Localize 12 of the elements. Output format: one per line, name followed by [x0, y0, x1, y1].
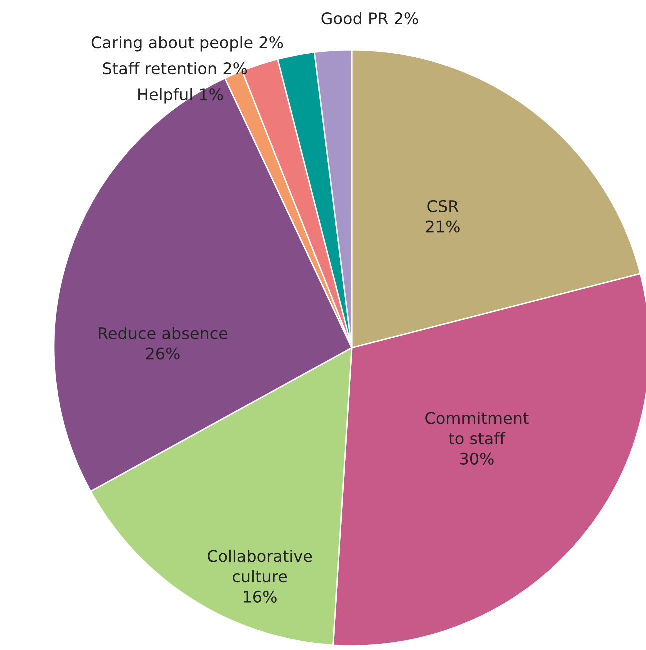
- slice-label: Collaborative culture: [208, 550, 312, 583]
- slice-label: Commitment to staff: [426, 412, 529, 445]
- slice-label: Good PR 2%: [322, 12, 418, 25]
- slice-label: Caring about people 2%: [92, 36, 284, 52]
- data-label: 26%: [146, 348, 180, 360]
- slice-label: Reduce absence: [99, 327, 228, 340]
- data-label: 30%: [460, 452, 494, 465]
- data-label: 16%: [244, 590, 277, 603]
- slice-label: Helpful 1%: [138, 88, 224, 104]
- data-label: 21%: [426, 220, 460, 233]
- slice-label: CSR: [428, 200, 459, 212]
- slice-label: Staff retention 2%: [103, 62, 248, 75]
